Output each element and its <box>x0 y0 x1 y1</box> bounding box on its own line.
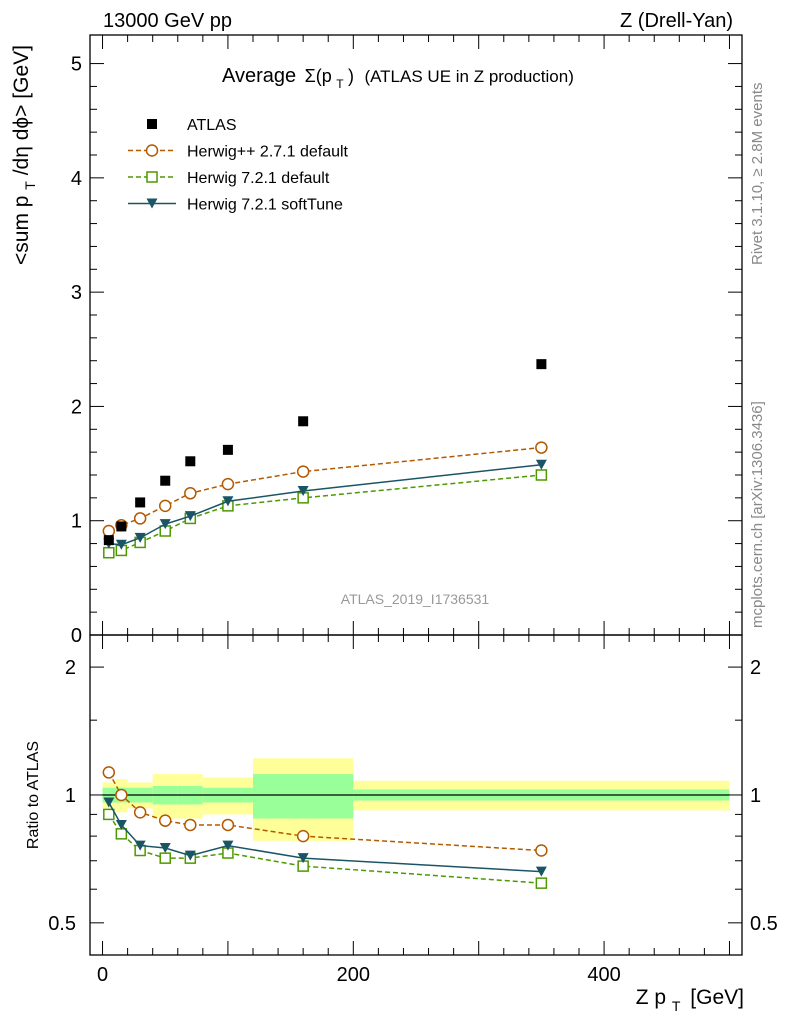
ratio-herwig-7-2-1-default-point <box>535 877 548 889</box>
main-y-tick-label: 5 <box>71 54 82 76</box>
main-herwig-7-2-1-softtune-point <box>115 539 127 550</box>
ratio-herwig-7-2-1-default-point <box>159 852 171 864</box>
rivet-label: Rivet 3.1.10, ≥ 2.8M events <box>749 83 766 266</box>
x-label-b: [GeV] <box>690 986 744 1009</box>
main-atlas-point <box>160 475 171 486</box>
main-herwig-2-7-1-default-point <box>221 477 235 491</box>
y-label-main-a: <sum p <box>10 196 33 265</box>
ratio-herwig-7-2-1-softtune-point <box>159 843 171 854</box>
main-herwig-7-2-1-softtune-point <box>184 511 196 522</box>
ratio-herwig-2-7-1-default-point <box>133 806 147 819</box>
ratio-herwig-7-2-1-default-point <box>115 828 128 840</box>
main-herwig-7-2-1-default-point <box>103 546 115 559</box>
main-herwig-2-7-1-default-point <box>158 499 172 513</box>
main-y-tick-label: 2 <box>71 396 82 418</box>
main-herwig-7-2-1-softtune-line <box>108 463 542 546</box>
header-left: 13000 GeV pp <box>103 10 232 32</box>
analysis-watermark: ATLAS_2019_I1736531 <box>341 591 490 607</box>
x-tick-label: 400 <box>587 964 620 986</box>
ratio-herwig-7-2-1-softtune-point <box>134 840 146 851</box>
ratio-herwig-7-2-1-softtune-point <box>222 840 234 851</box>
plot-title-sub: T <box>336 77 344 91</box>
plot-title-close: ) <box>348 66 354 86</box>
legend-label: Herwig++ 2.7.1 default <box>187 144 349 161</box>
ratio-y-tick-label-right: 1 <box>750 785 761 807</box>
ratio-herwig-2-7-1-default-point <box>535 844 548 857</box>
x-label-sub: T <box>672 998 681 1014</box>
main-herwig-2-7-1-default-point <box>535 441 548 454</box>
y-label-main-b: /dη dϕ> [GeV] <box>10 45 33 175</box>
ratio-herwig-2-7-1-default-point <box>296 829 310 843</box>
main-series-layer <box>102 359 548 559</box>
main-herwig-7-2-1-softtune-point <box>134 532 146 543</box>
ratio-y-tick-label: 1 <box>65 785 76 807</box>
ratio-herwig-2-7-1-default-point <box>102 766 116 779</box>
y-axis-label-main: <sum p T /dη dϕ> [GeV] <box>10 45 40 265</box>
main-herwig-2-7-1-default-point <box>102 524 116 538</box>
ratio-herwig-2-7-1-default-point <box>221 818 235 832</box>
main-atlas-point <box>103 535 114 546</box>
legend: ATLAS Herwig++ 2.7.1 default Herwig 7.2.1 … <box>128 117 349 214</box>
main-herwig-7-2-1-default-line <box>108 474 542 554</box>
main-y-tick-label: 0 <box>71 625 82 647</box>
axis-tick-labels: 0 1 2 3 4 5 0.5 0.5 1 1 2 2 0 200 400 <box>48 54 778 986</box>
main-atlas-point <box>116 521 127 532</box>
ratio-herwig-7-2-1-softtune-point <box>184 850 196 861</box>
x-axis-label: Z p T [GeV] <box>636 986 744 1016</box>
main-atlas-point <box>185 456 196 467</box>
main-herwig-7-2-1-softtune-point <box>535 459 547 470</box>
ratio-y-tick-label: 2 <box>65 657 76 679</box>
main-atlas-point <box>135 497 146 508</box>
plot-title-prefix: Average <box>222 65 296 87</box>
ratio-herwig-2-7-1-default-point <box>115 788 128 802</box>
ratio-y-tick-label-right: 0.5 <box>750 913 778 935</box>
y-axis-label-ratio: Ratio to ATLAS <box>25 741 42 849</box>
main-herwig-2-7-1-default-point <box>184 487 197 500</box>
main-atlas-point <box>536 359 547 370</box>
main-herwig-7-2-1-softtune-point <box>159 519 171 530</box>
main-y-tick-label: 1 <box>71 511 82 533</box>
legend-label: Herwig 7.2.1 default <box>187 170 330 187</box>
ratio-herwig-7-2-1-softtune-point <box>297 853 309 864</box>
x-tick-label: 0 <box>97 964 108 986</box>
legend-marker <box>145 144 159 157</box>
mcplots-label: mcplots.cern.ch [arXiv:1306.3436] <box>749 401 766 628</box>
x-label-a: Z p <box>636 986 666 1009</box>
ratio-herwig-7-2-1-softtune-line <box>108 802 542 873</box>
main-herwig-7-2-1-softtune-point <box>222 496 234 507</box>
ratio-y-tick-label-right: 2 <box>750 657 761 679</box>
ratio-band-inner-6 <box>253 774 354 819</box>
ratio-y-tick-label: 0.5 <box>48 913 76 935</box>
main-herwig-2-7-1-default-point <box>133 512 147 525</box>
main-y-tick-label: 3 <box>71 282 82 304</box>
ratio-herwig-7-2-1-softtune-point <box>115 819 127 830</box>
ratio-herwig-2-7-1-default-point <box>158 814 172 827</box>
main-herwig-7-2-1-default-point <box>535 469 548 481</box>
plot-title-rest: (ATLAS UE in Z production) <box>364 67 573 86</box>
y-label-main-sub: T <box>22 181 38 190</box>
x-tick-label: 200 <box>337 964 370 986</box>
main-atlas-point <box>298 416 309 427</box>
axis-ticks <box>90 35 742 955</box>
legend-marker <box>147 119 157 129</box>
plot-title-sigma: Σ(p <box>305 66 332 86</box>
main-y-tick-label: 4 <box>71 168 82 190</box>
ratio-herwig-7-2-1-default-point <box>103 808 115 821</box>
main-herwig-2-7-1-default-point <box>296 465 310 478</box>
header-right: Z (Drell-Yan) <box>620 10 733 32</box>
main-herwig-7-2-1-softtune-point <box>297 486 309 496</box>
legend-marker <box>146 198 158 209</box>
legend-label: Herwig 7.2.1 softTune <box>187 197 343 214</box>
ratio-uncertainty-bands <box>102 758 730 841</box>
main-atlas-point <box>222 444 233 455</box>
ratio-series-layer <box>102 766 548 889</box>
plot-title: Average Σ(p T ) (ATLAS UE in Z productio… <box>222 65 574 92</box>
ratio-herwig-2-7-1-default-line <box>108 772 542 852</box>
ratio-herwig-7-2-1-softtune-point <box>535 866 547 877</box>
ratio-herwig-2-7-1-default-point <box>184 818 197 832</box>
ratio-herwig-7-2-1-softtune-point <box>103 797 115 808</box>
legend-label: ATLAS <box>187 117 237 134</box>
legend-marker <box>146 171 158 183</box>
